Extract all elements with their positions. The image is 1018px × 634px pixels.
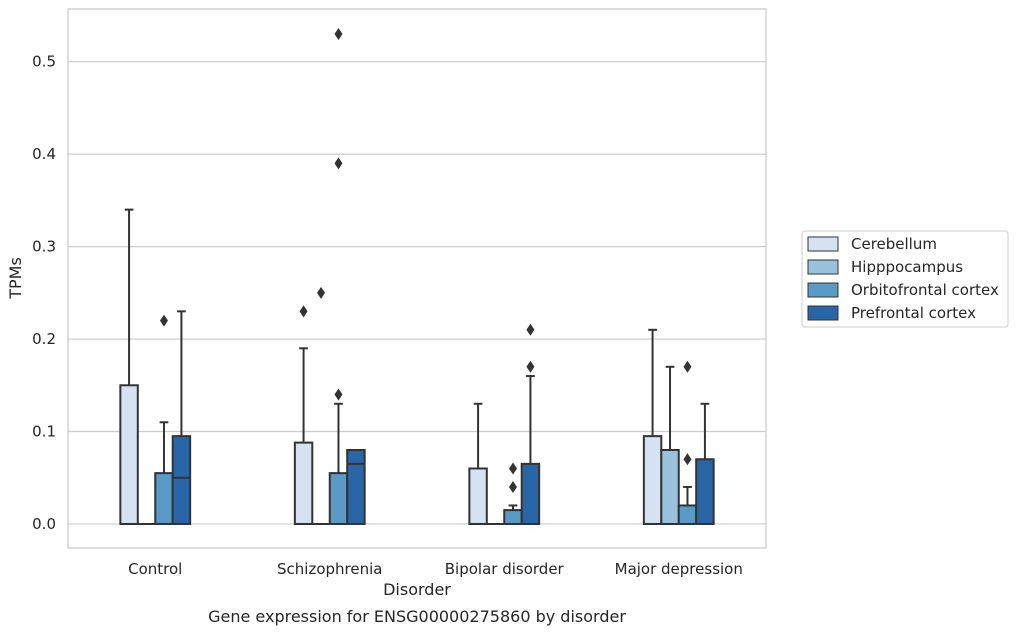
- box-2-4: [660, 365, 680, 525]
- box-marks: [119, 27, 715, 525]
- legend-swatch: [807, 282, 839, 298]
- outlier-point: [508, 462, 517, 475]
- y-tick-labels: 0.0 0.1 0.2 0.3 0.4 0.5: [32, 53, 56, 533]
- x-tick-label: Control: [128, 560, 182, 578]
- box-body: [346, 449, 366, 525]
- legend-swatch: [807, 236, 839, 252]
- y-tick-label: 0.0: [32, 515, 56, 533]
- outlier-point: [317, 286, 326, 299]
- legend-label: Orbitofrontal cortex: [851, 281, 999, 299]
- box-1-1: [119, 208, 139, 525]
- box-body: [468, 467, 488, 525]
- box-3-2: [328, 27, 349, 525]
- legend-label: Hipppocampus: [851, 258, 963, 276]
- y-tick-label: 0.5: [32, 53, 56, 71]
- x-tick-label: Schizophrenia: [277, 560, 382, 578]
- y-tick-label: 0.2: [32, 330, 56, 348]
- legend-swatch: [807, 305, 839, 321]
- outlier-point: [683, 360, 692, 373]
- box-body: [119, 384, 139, 525]
- x-tick-label: Bipolar disorder: [445, 560, 565, 578]
- box-3-4: [677, 360, 698, 525]
- box-body: [695, 458, 715, 525]
- y-tick-label: 0.3: [32, 238, 56, 256]
- y-tick-label: 0.1: [32, 423, 56, 441]
- outlier-point: [334, 27, 343, 40]
- box-body: [328, 472, 349, 525]
- plot-frame: [67, 8, 767, 549]
- box-2-2: [312, 286, 330, 525]
- box-body: [520, 462, 541, 525]
- chart-caption: Gene expression for ENSG00000275860 by d…: [208, 607, 626, 626]
- box-body: [503, 509, 523, 525]
- outlier-point: [334, 388, 343, 401]
- outlier-point: [526, 323, 535, 336]
- box-body: [660, 449, 680, 525]
- outlier-point: [159, 314, 168, 327]
- box-body: [677, 504, 698, 525]
- legend-swatch: [807, 259, 839, 275]
- box-body: [154, 472, 174, 525]
- box-1-2: [293, 305, 314, 525]
- box-4-4: [695, 402, 715, 525]
- box-body: [293, 441, 314, 525]
- box-3-1: [154, 314, 174, 525]
- box-3-3: [503, 462, 523, 525]
- legend: Cerebellum Hipppocampus Orbitofrontal cort…: [801, 230, 1009, 328]
- box-4-3: [520, 323, 541, 525]
- outlier-point: [508, 480, 517, 493]
- box-body: [171, 435, 192, 525]
- box-4-2: [346, 449, 366, 525]
- box-body: [642, 435, 663, 525]
- y-axis-label: TPMs: [6, 257, 25, 300]
- x-tick-labels: Control Schizophrenia Bipolar disorder Majo…: [128, 560, 743, 578]
- outlier-point: [299, 305, 308, 318]
- outlier-point: [334, 157, 343, 170]
- legend-label: Cerebellum: [851, 235, 937, 253]
- y-tick-label: 0.4: [32, 145, 56, 163]
- outlier-point: [526, 360, 535, 373]
- box-1-3: [468, 402, 488, 525]
- legend-frame: [801, 230, 1009, 328]
- x-axis-label: Disorder: [383, 580, 451, 599]
- box-1-4: [642, 328, 663, 525]
- outlier-point: [683, 453, 692, 466]
- x-tick-label: Major depression: [615, 560, 743, 578]
- box-4-1: [171, 310, 192, 525]
- legend-label: Prefrontal cortex: [851, 304, 976, 322]
